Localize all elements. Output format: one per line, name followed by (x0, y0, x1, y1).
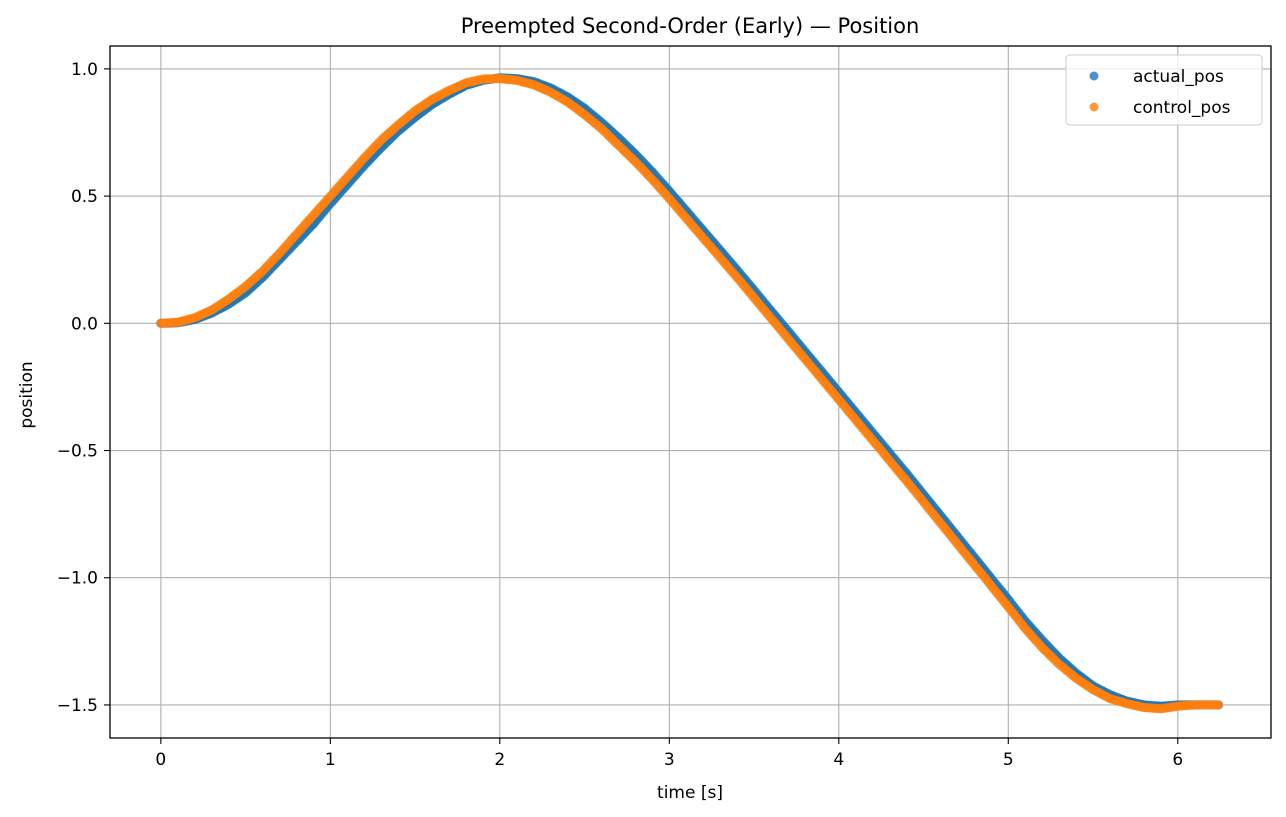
x-tick-label: 4 (833, 750, 844, 770)
y-tick-label: 0.0 (71, 314, 98, 334)
legend: actual_pos control_pos (1065, 54, 1263, 126)
plot-frame (109, 45, 1272, 739)
x-tick-label: 1 (325, 750, 336, 770)
legend-label-control-pos: control_pos (1133, 98, 1231, 118)
legend-label-actual-pos: actual_pos (1133, 67, 1224, 87)
data-point (1213, 700, 1224, 710)
x-axis-label: time [s] (657, 783, 723, 803)
x-tick-label: 5 (1003, 750, 1014, 770)
legend-marker-actual-pos (1089, 71, 1099, 81)
legend-marker-control-pos (1089, 102, 1099, 112)
axis-ticks: 0 1 2 3 4 5 6 1.0 0.5 0.0 −0.5 −1.0 −1.5 (57, 60, 1183, 770)
plot-area (110, 46, 1271, 738)
y-tick-label: 1.0 (71, 60, 98, 80)
y-tick-label: 0.5 (71, 187, 98, 207)
x-tick-label: 3 (664, 750, 675, 770)
x-tick-label: 0 (155, 750, 166, 770)
data-series (156, 73, 1224, 714)
y-tick-label: −1.0 (57, 569, 98, 589)
grid-lines (110, 46, 1271, 738)
y-axis-label: position (17, 361, 37, 428)
x-tick-label: 6 (1172, 750, 1183, 770)
legend-box (1065, 54, 1263, 126)
y-tick-label: −1.5 (57, 696, 98, 716)
chart-title: Preempted Second-Order (Early) — Positio… (461, 14, 920, 38)
series-control-pos (156, 74, 1224, 714)
x-tick-label: 2 (494, 750, 505, 770)
y-tick-label: −0.5 (57, 442, 98, 462)
